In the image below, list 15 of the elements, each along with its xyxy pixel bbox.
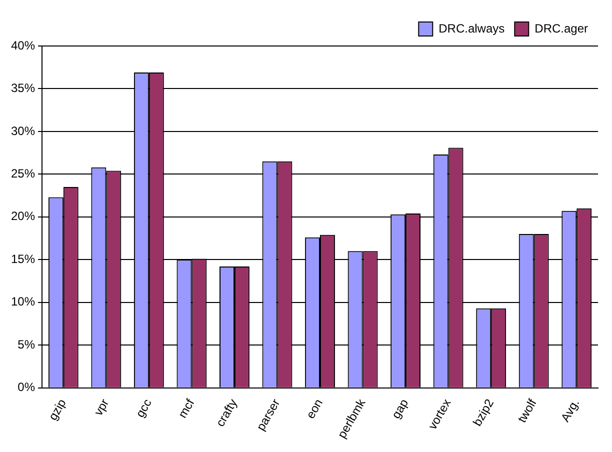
y-tick-label: 25% [10,166,36,180]
x-tick-label: vpr [91,396,112,418]
x-tick-label: eon [303,396,326,421]
y-tick-label: 10% [10,294,36,309]
y-tick-label: 40% [10,38,36,52]
legend-label: DRC.ager [534,21,588,36]
y-tick-label: 30% [10,124,36,138]
x-tick-label: gap [388,396,412,421]
y-tick-label: 35% [10,81,36,96]
y-tick-label: 15% [10,252,36,266]
legend-label: DRC.always [438,21,505,36]
x-tick-label: gcc [132,396,154,420]
y-tick-label: 5% [18,337,36,352]
y-tick-label: 0% [18,380,36,394]
y-tick-label: 20% [10,209,36,224]
